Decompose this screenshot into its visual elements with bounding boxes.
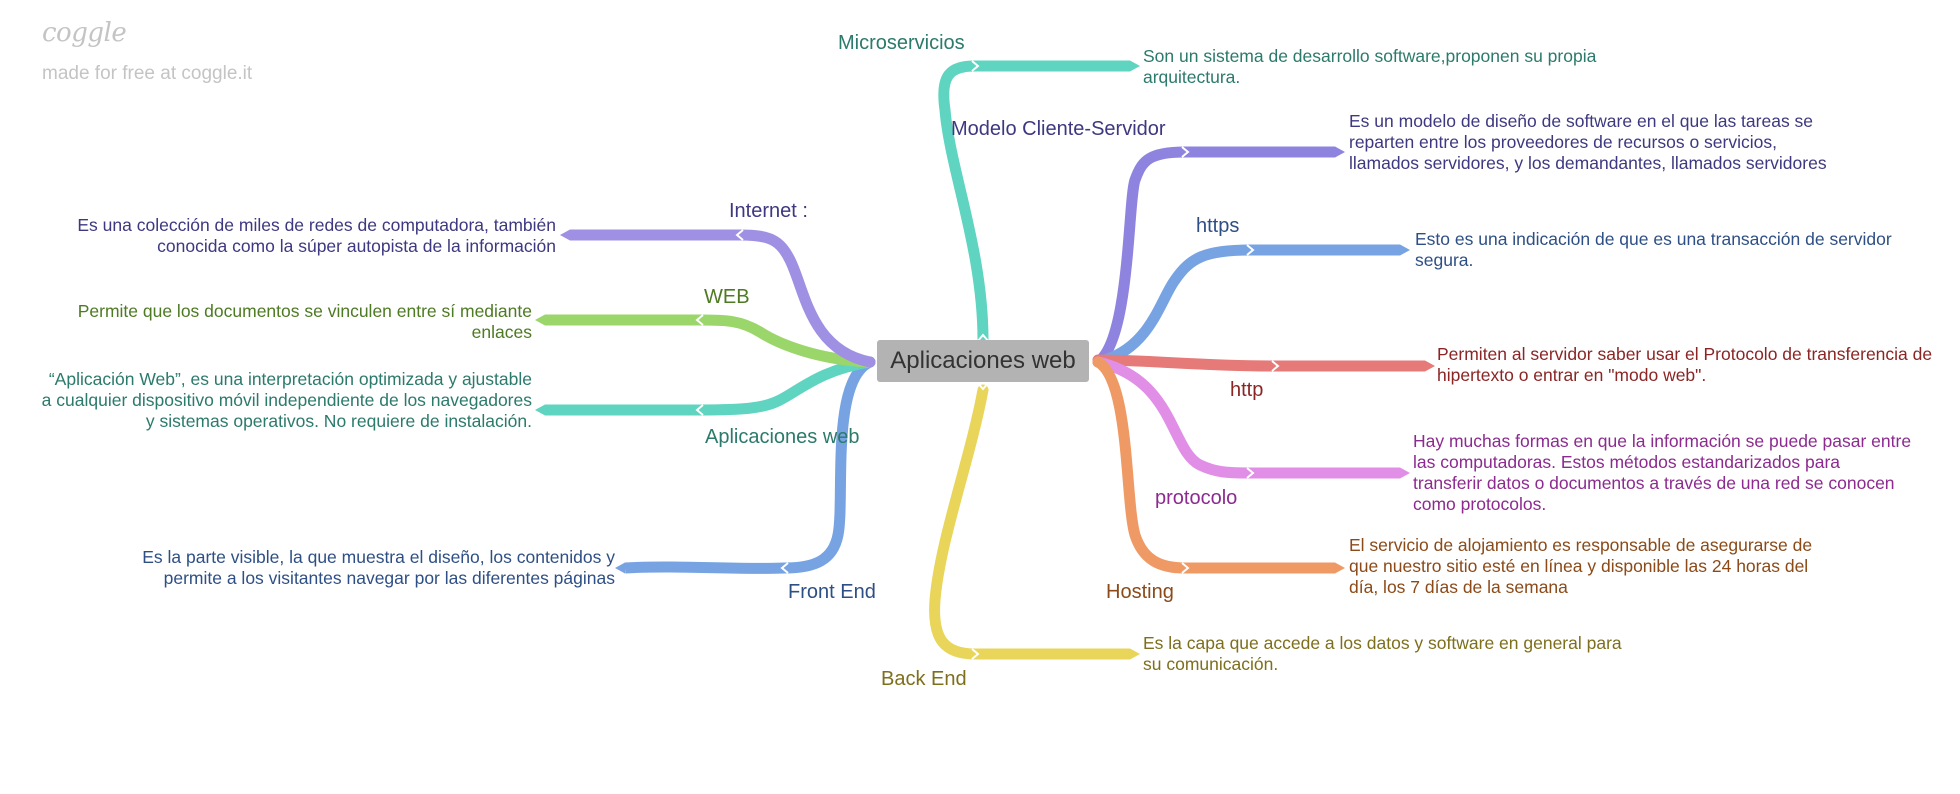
leaf-internet[interactable]: Es una colección de miles de redes de co… <box>77 215 556 256</box>
branch-label-web[interactable]: WEB <box>704 286 750 308</box>
branch-label-http[interactable]: http <box>1230 379 1264 401</box>
connector-hosting <box>1092 356 1191 574</box>
leaf-protocolo[interactable]: Hay muchas formas en que la información … <box>1413 431 1912 514</box>
branch-label-front-end[interactable]: Front End <box>788 581 876 603</box>
branch-label-back-end[interactable]: Back End <box>881 668 967 690</box>
joint-chevron-modelo-cliente-servidor <box>1181 146 1190 158</box>
leaf-front-end[interactable]: Es la parte visible, la que muestra el d… <box>142 547 615 588</box>
joint-chevron-aplicaciones-web <box>695 404 704 416</box>
branch-label-microservicios[interactable]: Microservicios <box>838 32 965 54</box>
leaf-microservicios[interactable]: Son un sistema de desarrollo software,pr… <box>1143 46 1597 87</box>
root-node[interactable]: Aplicaciones web <box>877 340 1089 382</box>
arrow-tip-hosting <box>1335 562 1345 574</box>
arrow-tip-back-end <box>1130 648 1140 660</box>
joint-chevron-internet <box>735 229 744 241</box>
arrow-tip-modelo-cliente-servidor <box>1335 146 1345 158</box>
coggle-logo: coggle <box>42 18 127 48</box>
joint-chevron-front-end <box>780 562 789 574</box>
connector-internet <box>734 229 876 368</box>
joint-chevron-microservicios <box>971 60 980 72</box>
branch-label-protocolo[interactable]: protocolo <box>1155 487 1238 509</box>
branch-label-https[interactable]: https <box>1196 215 1240 237</box>
coggle-tagline: made for free at coggle.it <box>42 63 253 84</box>
arrow-tip-front-end <box>615 562 625 574</box>
leaf-web[interactable]: Permite que los documentos se vinculen e… <box>77 301 532 342</box>
joint-chevron-web <box>695 314 704 326</box>
joint-chevron-http <box>1271 360 1280 372</box>
branch-label-modelo-cliente-servidor[interactable]: Modelo Cliente-Servidor <box>951 118 1166 140</box>
root-chevron <box>976 333 990 343</box>
joint-chevron-protocolo <box>1246 467 1255 479</box>
arrow-tip-web <box>535 314 545 326</box>
branch-label-aplicaciones-web[interactable]: Aplicaciones web <box>705 426 860 448</box>
leaf-modelo-cliente-servidor[interactable]: Es un modelo de diseño de software en el… <box>1349 111 1827 173</box>
connector-back-end <box>929 384 989 660</box>
connector-microservicios <box>938 60 989 346</box>
leaf-arm-front-end <box>624 561 786 574</box>
leaf-hosting[interactable]: El servicio de alojamiento es responsabl… <box>1349 535 1813 597</box>
arrow-tip-protocolo <box>1400 467 1410 479</box>
connector-modelo-cliente-servidor <box>1092 146 1191 368</box>
leaf-http[interactable]: Permiten al servidor saber usar el Proto… <box>1437 344 1933 385</box>
arrow-tip-microservicios <box>1130 60 1140 72</box>
joint-chevron-back-end <box>971 648 980 660</box>
connector-protocolo <box>1092 356 1256 479</box>
leaf-aplicaciones-web[interactable]: “Aplicación Web”, es una interpretación … <box>41 369 532 431</box>
arrow-tip-aplicaciones-web <box>535 404 545 416</box>
connector-front-end <box>779 356 876 574</box>
connector-https <box>1092 244 1256 368</box>
root-chevron <box>976 381 990 391</box>
connector-web <box>694 314 876 368</box>
connector-aplicaciones-web <box>694 356 876 416</box>
branch-label-internet[interactable]: Internet : <box>729 200 808 222</box>
arrow-tip-https <box>1400 244 1410 256</box>
joint-chevron-https <box>1246 244 1255 256</box>
joint-chevron-hosting <box>1181 562 1190 574</box>
leaf-https[interactable]: Esto es una indicación de que es una tra… <box>1415 229 1892 270</box>
arrow-tip-internet <box>560 229 570 241</box>
connector-http <box>1092 354 1281 372</box>
leaf-back-end[interactable]: Es la capa que accede a los datos y soft… <box>1143 633 1622 674</box>
arrow-tip-http <box>1425 360 1435 372</box>
branch-label-hosting[interactable]: Hosting <box>1106 581 1174 603</box>
